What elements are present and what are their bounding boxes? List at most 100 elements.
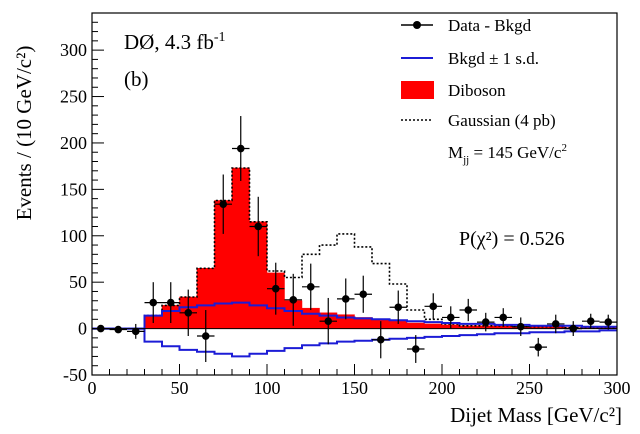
data-point [127, 323, 145, 339]
data-point [529, 337, 547, 357]
data-point [459, 298, 477, 322]
data-point [424, 293, 442, 320]
x-tick-label: 0 [88, 378, 97, 398]
y-tick-label: -50 [63, 365, 87, 385]
data-marker [551, 320, 560, 328]
data-point [372, 321, 390, 359]
data-marker [464, 306, 473, 314]
data-marker [219, 200, 228, 209]
data-marker [429, 302, 438, 311]
legend: Data - Bkgd Bkgd ± 1 s.d. Diboson Gaussi… [401, 16, 567, 166]
data-marker [394, 303, 403, 312]
diboson-bar [301, 307, 320, 329]
data-point [354, 275, 372, 313]
x-tick-label: 300 [604, 378, 631, 398]
legend-data-label: Data - Bkgd [448, 16, 532, 35]
data-point [162, 282, 180, 324]
x-tick-label: 200 [429, 378, 456, 398]
x-tick-label: 50 [171, 378, 189, 398]
data-marker [114, 325, 123, 334]
y-axis-title: Events / (10 GeV/c²) [12, 46, 36, 221]
data-point [144, 282, 162, 324]
data-marker [341, 295, 350, 303]
experiment-label: DØ, 4.3 fb-1 [124, 30, 226, 54]
y-tick-label: 250 [60, 87, 87, 107]
data-point [267, 262, 285, 315]
diboson-bar [406, 322, 425, 329]
data-marker [201, 332, 210, 340]
legend-mjj-label: Mjj = 145 GeV/c2 [448, 142, 567, 166]
data-point [197, 310, 215, 363]
legend-data-entry: Data - Bkgd [401, 16, 532, 35]
data-marker [306, 283, 315, 291]
data-marker [376, 335, 385, 344]
data-marker [481, 318, 490, 326]
data-marker [289, 296, 298, 304]
data-point [109, 325, 127, 334]
y-tick-label: 100 [60, 226, 87, 246]
data-marker [149, 298, 158, 307]
legend-gaussian-entry: Gaussian (4 pb) [401, 111, 556, 130]
data-marker [499, 313, 508, 322]
data-point [179, 289, 197, 337]
legend-gaussian-label: Gaussian (4 pb) [448, 111, 556, 130]
y-tick-label: 150 [60, 179, 87, 199]
data-point [214, 174, 232, 234]
data-marker [254, 222, 263, 231]
diboson-bar [424, 323, 443, 329]
x-axis-title: Dijet Mass [GeV/c²] [450, 403, 622, 427]
data-point [337, 278, 355, 320]
legend-diboson-marker [401, 81, 434, 99]
legend-diboson-entry: Diboson [401, 81, 506, 100]
data-marker [446, 313, 455, 322]
y-tick-label: 50 [69, 272, 87, 292]
data-marker [586, 317, 595, 325]
y-tick-label: 300 [60, 40, 87, 60]
data-marker [324, 317, 333, 325]
x-tick-label: 250 [516, 378, 543, 398]
bkgd-upper-line [92, 301, 617, 330]
chi2-label: P(χ²) = 0.526 [459, 228, 565, 250]
legend-data-marker [413, 21, 421, 29]
data-marker [359, 290, 368, 299]
data-point [442, 306, 460, 329]
legend-bkgd-label: Bkgd ± 1 s.d. [448, 49, 539, 68]
bkgd-lower-line [92, 327, 617, 358]
data-point [319, 297, 337, 345]
data-marker [131, 327, 140, 336]
data-marker [569, 324, 578, 333]
legend-diboson-label: Diboson [448, 81, 506, 100]
data-marker [166, 298, 175, 307]
x-tick-label: 150 [341, 378, 368, 398]
data-marker [411, 345, 420, 353]
data-point [564, 321, 582, 337]
data-marker [184, 309, 193, 317]
data-point [302, 263, 320, 311]
data-point [284, 273, 302, 326]
data-point [494, 308, 512, 327]
y-tick-label: 200 [60, 133, 87, 153]
y-tick-label: 0 [78, 319, 87, 339]
data-point [477, 312, 495, 332]
data-point [232, 116, 250, 182]
data-marker [534, 343, 543, 351]
legend-bkgd-entry: Bkgd ± 1 s.d. [401, 49, 539, 68]
plot-area [92, 116, 618, 363]
data-point [389, 290, 407, 324]
data-points [92, 116, 617, 363]
data-point [582, 313, 600, 329]
data-marker [236, 144, 245, 153]
data-marker [516, 322, 525, 331]
data-point [547, 314, 565, 334]
data-marker [271, 284, 280, 293]
x-tick-label: 100 [254, 378, 281, 398]
diboson-bar [231, 167, 250, 329]
data-marker [604, 318, 613, 326]
data-point [599, 314, 617, 330]
background-band [92, 301, 617, 358]
data-point [249, 196, 267, 257]
data-point [407, 335, 425, 363]
panel-label: (b) [124, 67, 149, 91]
